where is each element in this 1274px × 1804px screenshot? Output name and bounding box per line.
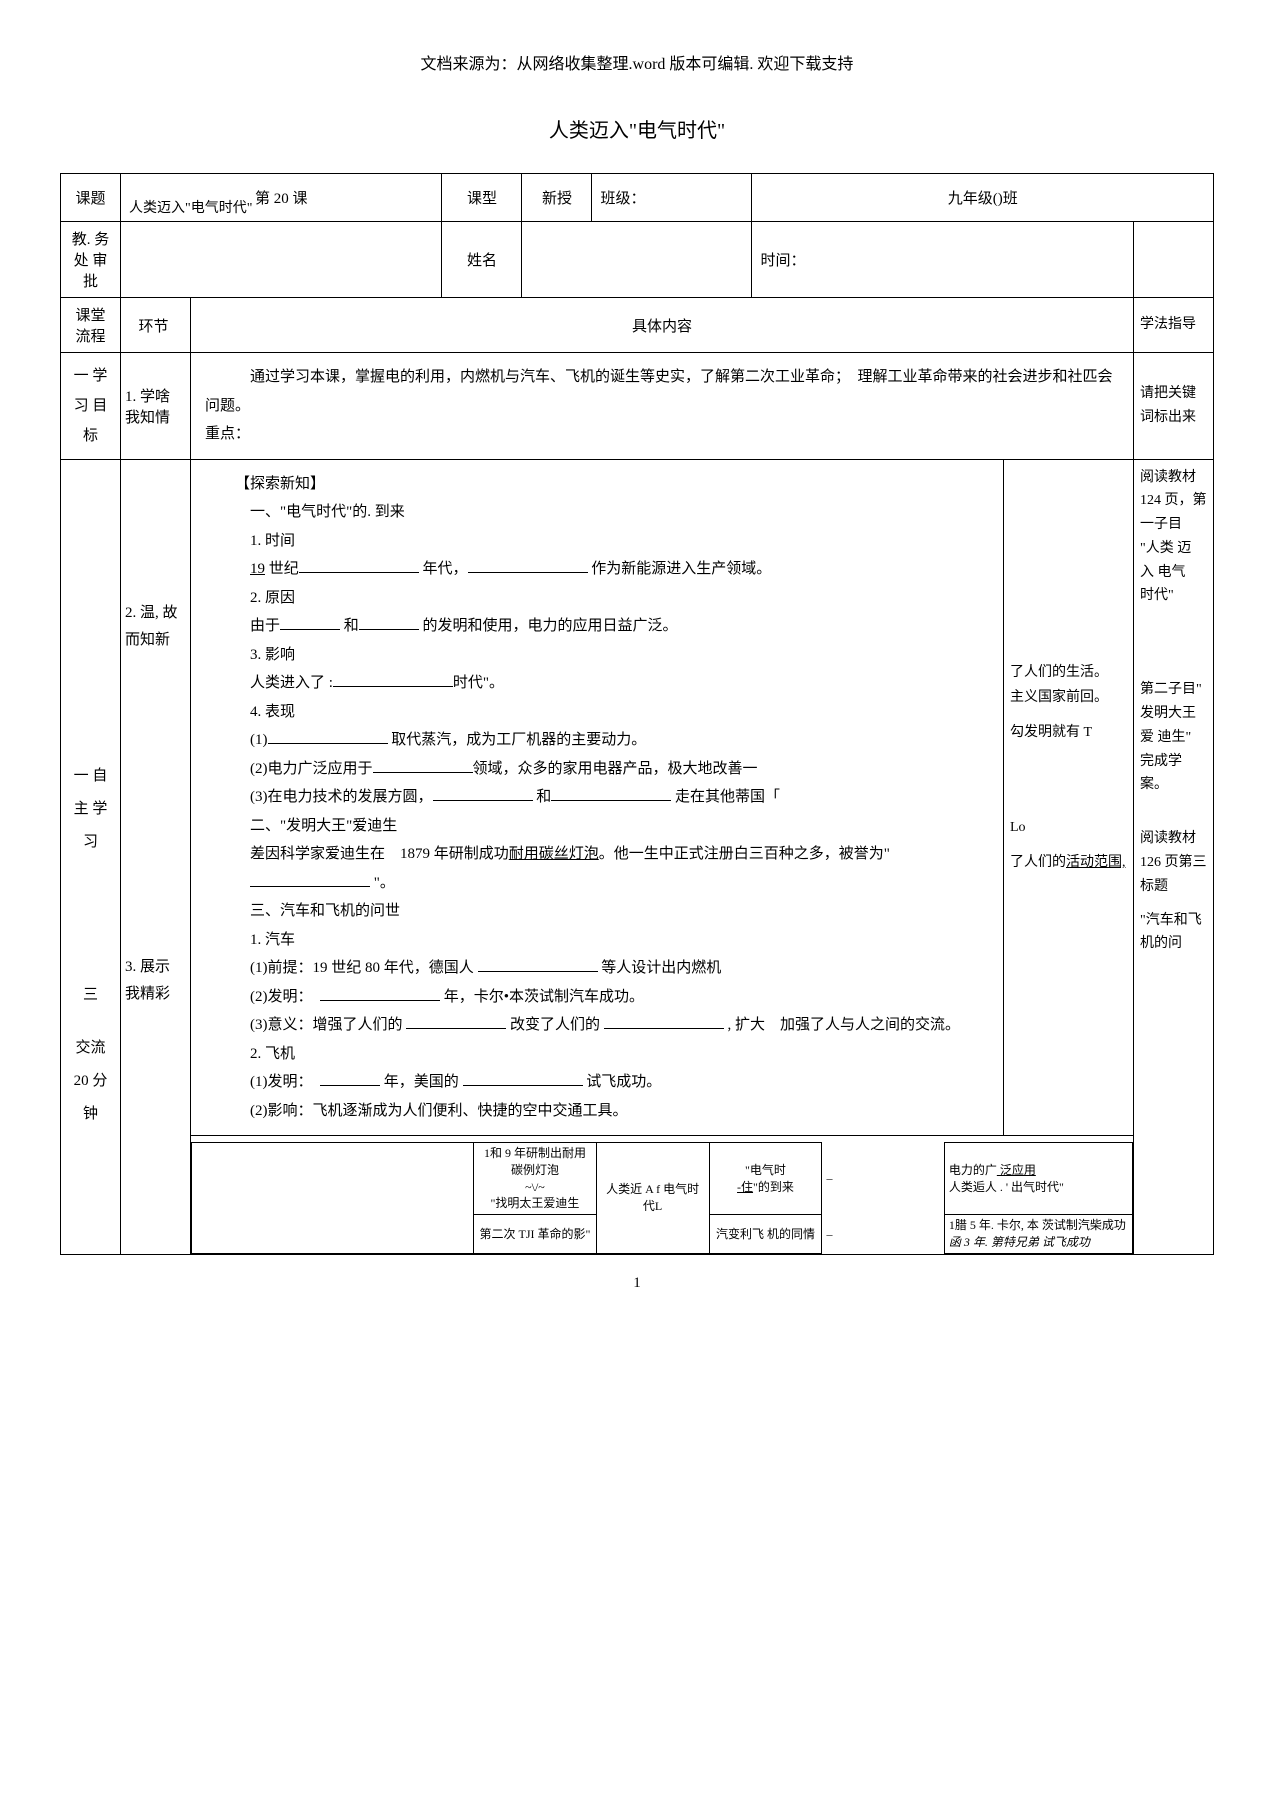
cell-blank3 bbox=[1134, 222, 1214, 298]
page-number: 1 bbox=[60, 1275, 1214, 1292]
label-huanjie: 环节 bbox=[121, 298, 191, 353]
label-self-sub: 2. 温, 故而知新 3. 展示我精彩 bbox=[121, 459, 191, 1254]
side-notes: 了人们的生活。 主义国家前回。 勾发明就有 T Lo 了人们的活动范围, bbox=[1004, 459, 1134, 1136]
cell-grade: 九年级()班 bbox=[752, 174, 1214, 222]
label-jiaowu: 教. 务处 审批 bbox=[61, 222, 121, 298]
cell-xinshou: 新授 bbox=[522, 174, 592, 222]
label-self: 一 自主 学习 三 交流 20 分钟 bbox=[61, 459, 121, 1254]
self-content: 【探索新知】 一、"电气时代"的. 到来 1. 时间 19 世纪 年代， 作为新… bbox=[191, 459, 1004, 1136]
header-note: 文档来源为：从网络收集整理.word 版本可编辑. 欢迎下载支持 bbox=[60, 50, 1214, 74]
label-goal: 一 学习 目标 bbox=[61, 353, 121, 460]
label-banji: 班级： bbox=[592, 174, 752, 222]
cell-lesson: 第 20 课 人类迈入"电气时代" bbox=[121, 174, 442, 222]
cell-blank1 bbox=[121, 222, 442, 298]
label-shijian: 时间： bbox=[752, 222, 1134, 298]
self-guide: 阅读教材 124 页，第一子目 "人类 迈 入 电气 时代" 第二子目" 发明大… bbox=[1134, 459, 1214, 1254]
label-juti: 具体内容 bbox=[191, 298, 1134, 353]
label-goal-sub: 1. 学啥我知情 bbox=[121, 353, 191, 460]
label-xingming: 姓名 bbox=[442, 222, 522, 298]
label-kexing: 课型 bbox=[442, 174, 522, 222]
lesson-plan-table: 课题 第 20 课 人类迈入"电气时代" 课型 新授 班级： 九年级()班 教.… bbox=[60, 173, 1214, 1255]
cell-blank2 bbox=[522, 222, 752, 298]
goal-guide: 请把关键词标出来 bbox=[1134, 353, 1214, 460]
label-ketang: 课堂流程 bbox=[61, 298, 121, 353]
diagram-cell: 1和 9 年研制出耐用碳例灯泡 ~\/~ "找明太王爱迪生 人类近 A f 电气… bbox=[191, 1136, 1134, 1255]
label-xuefa: 学法指导 bbox=[1134, 298, 1214, 353]
label-keti: 课题 bbox=[61, 174, 121, 222]
goal-content: 通过学习本课，掌握电的利用，内燃机与汽车、飞机的诞生等史实，了解第二次工业革命；… bbox=[191, 353, 1134, 460]
page-title: 人类迈入"电气时代" bbox=[60, 114, 1214, 143]
